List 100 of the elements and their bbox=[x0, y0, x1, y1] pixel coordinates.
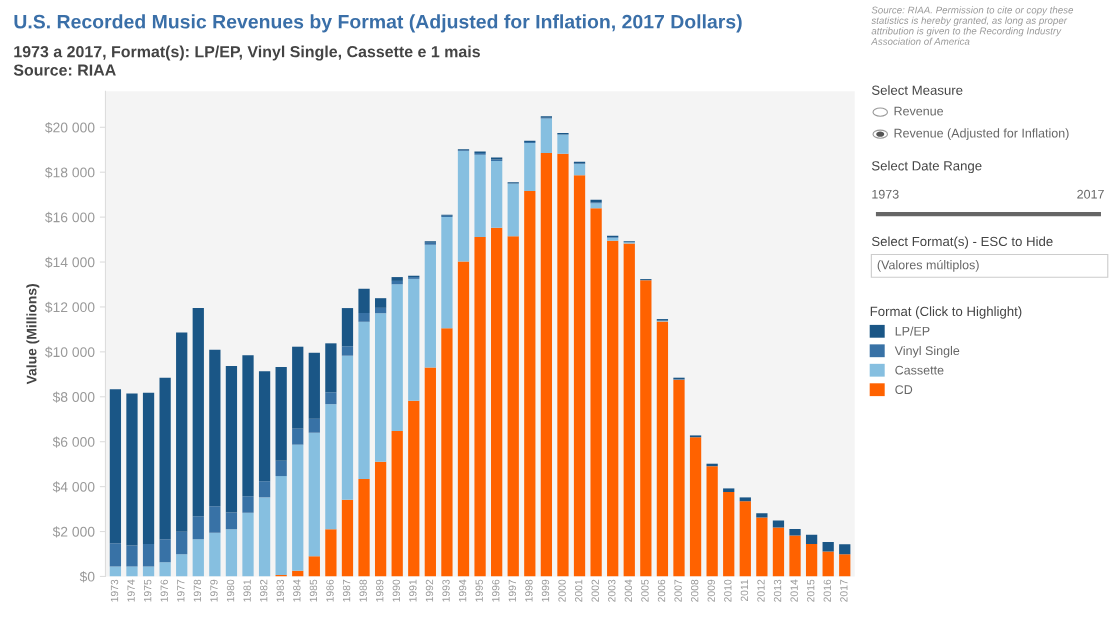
x-tick-label: 2012 bbox=[757, 579, 765, 602]
bar bbox=[341, 355, 354, 500]
x-tick-label: 1981 bbox=[243, 579, 251, 602]
bar bbox=[325, 392, 337, 405]
x-tick-label: 2015 bbox=[807, 579, 815, 602]
bar bbox=[739, 497, 751, 502]
bar bbox=[142, 544, 155, 567]
x-tick-label: 1974 bbox=[127, 579, 135, 602]
legend-label: LP/EP bbox=[895, 326, 930, 336]
bar bbox=[573, 163, 586, 176]
bar bbox=[706, 466, 718, 577]
bar bbox=[325, 343, 337, 393]
bar bbox=[341, 499, 354, 577]
bar bbox=[225, 512, 238, 530]
bar bbox=[176, 332, 188, 532]
x-tick-label: 1982 bbox=[260, 579, 268, 602]
bar bbox=[358, 313, 370, 322]
x-tick-label: 2017 bbox=[840, 579, 848, 602]
x-tick-label: 1988 bbox=[359, 579, 367, 602]
y-tick-label: $18 000 bbox=[44, 166, 95, 179]
bar bbox=[507, 183, 519, 237]
bar bbox=[822, 542, 834, 552]
bar bbox=[507, 236, 519, 577]
bar bbox=[292, 346, 304, 429]
x-tick-label: 1989 bbox=[376, 579, 384, 602]
legend-title: Format (Click to Highlight) bbox=[870, 306, 1022, 319]
x-tick-label: 2001 bbox=[574, 579, 583, 602]
x-tick-label: 2013 bbox=[773, 579, 782, 602]
bar bbox=[275, 366, 287, 461]
bar bbox=[242, 512, 254, 577]
x-tick-label: 1993 bbox=[442, 579, 450, 602]
bar bbox=[540, 118, 553, 153]
bar bbox=[839, 554, 851, 577]
bar bbox=[457, 261, 470, 577]
x-tick-label: 1987 bbox=[342, 579, 351, 602]
bar bbox=[839, 544, 851, 555]
x-tick-label: 1973 bbox=[110, 579, 119, 602]
bar bbox=[258, 371, 271, 482]
bar bbox=[590, 203, 602, 209]
bar bbox=[308, 556, 320, 577]
bar bbox=[126, 393, 138, 546]
bar bbox=[723, 492, 735, 577]
bar bbox=[424, 367, 436, 577]
chart-subtitle: 1973 a 2017, Format(s): LP/EP, Vinyl Single, Cassette e 1 mais Source: RIAA bbox=[13, 45, 480, 76]
x-tick-label: 2002 bbox=[591, 579, 599, 602]
x-tick-label: 1997 bbox=[508, 579, 517, 602]
x-tick-label: 1986 bbox=[326, 579, 334, 602]
bar bbox=[689, 437, 702, 577]
bar bbox=[491, 160, 503, 228]
bar bbox=[391, 284, 403, 431]
bar bbox=[209, 506, 221, 533]
bar bbox=[540, 152, 553, 577]
bar bbox=[325, 529, 337, 577]
bar bbox=[441, 217, 453, 329]
bar bbox=[789, 535, 801, 577]
bar bbox=[772, 527, 785, 577]
text: Revenue (Adjusted for Inflation) bbox=[894, 128, 1069, 141]
bar bbox=[374, 298, 387, 308]
x-tick-label: 2004 bbox=[624, 579, 633, 602]
bar bbox=[126, 566, 138, 577]
bar bbox=[308, 418, 320, 433]
bar bbox=[756, 513, 768, 518]
x-tick-label: 1975 bbox=[143, 579, 152, 602]
bar bbox=[474, 154, 486, 238]
x-tick-label: 2005 bbox=[641, 579, 649, 602]
y-tick-label: $8 000 bbox=[52, 391, 95, 403]
bar bbox=[822, 551, 834, 577]
bar bbox=[225, 366, 238, 513]
x-tick-label: 1977 bbox=[177, 579, 185, 602]
bar bbox=[159, 562, 171, 577]
bar bbox=[723, 488, 735, 493]
bar bbox=[209, 532, 221, 577]
source-note: Source: RIAA. Permission to cite or copy these statistics is hereby granted, as long as proper attribution is given to the Recording Industry Association of America bbox=[870, 6, 1074, 45]
y-tick-label: $16 000 bbox=[44, 211, 95, 224]
bar bbox=[805, 544, 818, 577]
text: 1973 bbox=[872, 189, 899, 199]
x-tick-label: 1978 bbox=[193, 579, 202, 602]
x-tick-label: 1994 bbox=[458, 579, 467, 602]
y-tick-label: $20 000 bbox=[44, 122, 95, 134]
bar bbox=[242, 355, 254, 497]
x-tick-label: 2010 bbox=[724, 579, 732, 602]
text: Revenue bbox=[894, 106, 944, 116]
bar bbox=[805, 534, 818, 545]
bar bbox=[590, 208, 602, 577]
bar bbox=[109, 389, 122, 544]
y-tick-label: $2 000 bbox=[52, 526, 95, 538]
bar bbox=[391, 430, 403, 577]
x-tick-label: 1984 bbox=[293, 579, 301, 602]
x-tick-label: 2009 bbox=[707, 579, 715, 602]
x-tick-label: 1979 bbox=[210, 579, 218, 602]
bar bbox=[557, 134, 569, 154]
bar bbox=[275, 476, 287, 576]
bar bbox=[159, 377, 171, 540]
text: Select Date Range bbox=[871, 160, 982, 174]
x-tick-label: 1976 bbox=[160, 579, 168, 602]
bar bbox=[176, 554, 188, 577]
bar bbox=[192, 539, 204, 577]
bar bbox=[341, 308, 354, 347]
bar bbox=[656, 321, 669, 577]
x-tick-label: 1995 bbox=[475, 579, 483, 602]
